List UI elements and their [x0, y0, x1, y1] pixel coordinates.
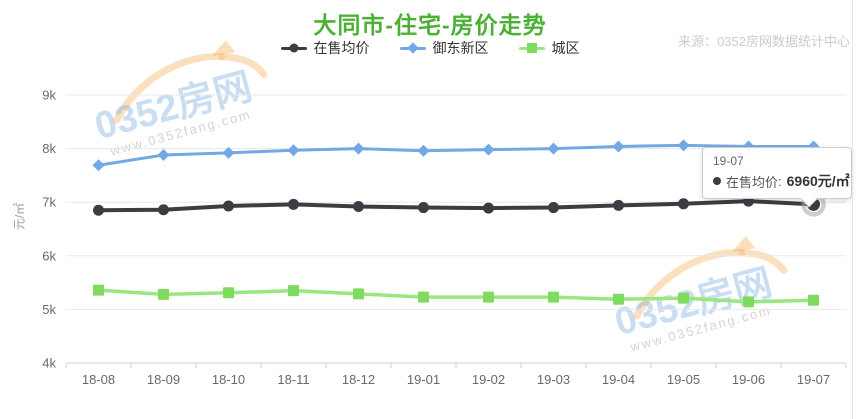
- x-axis-label: 18-11: [277, 372, 309, 387]
- y-axis-label: 9k: [42, 88, 56, 103]
- y-axis-label: 5k: [42, 302, 56, 317]
- legend-label: 城区: [551, 40, 580, 56]
- y-axis-title: 元/㎡: [12, 202, 27, 231]
- data-point[interactable]: [223, 287, 234, 299]
- data-point[interactable]: [93, 284, 104, 296]
- data-source-label: 来源：0352房网数据统计中心: [678, 34, 850, 49]
- data-point[interactable]: [157, 149, 170, 162]
- data-point[interactable]: [743, 296, 754, 308]
- data-point[interactable]: [678, 292, 689, 304]
- series-line[interactable]: [96, 199, 816, 213]
- data-point[interactable]: [158, 288, 169, 300]
- x-axis-label: 18-10: [212, 372, 245, 387]
- data-point[interactable]: [352, 142, 365, 155]
- data-point[interactable]: [483, 291, 494, 303]
- legend: 在售均价 御东新区 城区: [0, 38, 860, 58]
- tooltip-separator: :: [778, 173, 782, 189]
- data-point[interactable]: [483, 202, 494, 214]
- diamond-marker-icon: [399, 41, 426, 55]
- data-point[interactable]: [92, 159, 105, 172]
- data-point[interactable]: [417, 144, 430, 157]
- data-point[interactable]: [612, 140, 625, 153]
- tooltip-series-dot-icon: [713, 177, 721, 185]
- legend-item[interactable]: 在售均价: [280, 38, 370, 58]
- data-point[interactable]: [353, 200, 364, 212]
- series-line[interactable]: [96, 288, 816, 304]
- data-point[interactable]: [158, 204, 169, 216]
- square-marker-icon: [518, 41, 545, 55]
- x-axis-label: 18-08: [82, 372, 115, 387]
- data-point[interactable]: [482, 143, 495, 156]
- data-point[interactable]: [548, 291, 559, 303]
- data-point[interactable]: [222, 146, 235, 159]
- data-point[interactable]: [677, 139, 690, 152]
- x-axis-label: 19-02: [472, 372, 505, 387]
- series-line[interactable]: [97, 143, 815, 167]
- legend-item[interactable]: 城区: [518, 38, 580, 58]
- data-point[interactable]: [353, 288, 364, 300]
- legend-label: 御东新区: [432, 40, 489, 56]
- tooltip-date: 19-07: [713, 154, 744, 168]
- data-point[interactable]: [93, 204, 104, 216]
- y-axis-label: 4k: [42, 356, 56, 371]
- y-axis-label: 8k: [42, 141, 56, 156]
- circle-marker-icon: [280, 41, 307, 55]
- chart-title: 大同市-住宅-房价走势: [313, 12, 547, 38]
- data-point[interactable]: [613, 293, 624, 305]
- data-point[interactable]: [678, 198, 689, 210]
- legend-item[interactable]: 御东新区: [399, 38, 489, 58]
- tooltip-row: 在售均价 : 6960元/㎡: [713, 171, 850, 191]
- x-axis-label: 19-01: [407, 372, 440, 387]
- panel-border: [852, 0, 853, 419]
- data-point[interactable]: [547, 142, 560, 155]
- data-point[interactable]: [418, 291, 429, 303]
- data-point[interactable]: [223, 200, 234, 212]
- data-point[interactable]: [288, 198, 299, 210]
- x-axis-label: 19-03: [537, 372, 570, 387]
- y-axis-label: 6k: [42, 248, 56, 263]
- x-axis-label: 19-06: [732, 372, 765, 387]
- data-point[interactable]: [288, 285, 299, 297]
- x-axis-label: 18-09: [147, 372, 180, 387]
- x-axis-label: 18-12: [342, 372, 375, 387]
- legend-label: 在售均价: [313, 40, 370, 56]
- x-axis-label: 19-07: [797, 372, 830, 387]
- data-point[interactable]: [808, 294, 819, 306]
- tooltip-value: 6960元/㎡: [786, 173, 850, 189]
- tooltip-series-label: 在售均价: [726, 174, 779, 190]
- data-point[interactable]: [418, 202, 429, 214]
- data-point[interactable]: [548, 202, 559, 214]
- tooltip: 19-07 在售均价 : 6960元/㎡: [702, 147, 852, 207]
- data-point[interactable]: [287, 144, 300, 157]
- data-point[interactable]: [613, 199, 624, 211]
- y-axis-label: 7k: [42, 195, 56, 210]
- x-axis-label: 19-04: [602, 372, 635, 387]
- x-axis-label: 19-05: [667, 372, 700, 387]
